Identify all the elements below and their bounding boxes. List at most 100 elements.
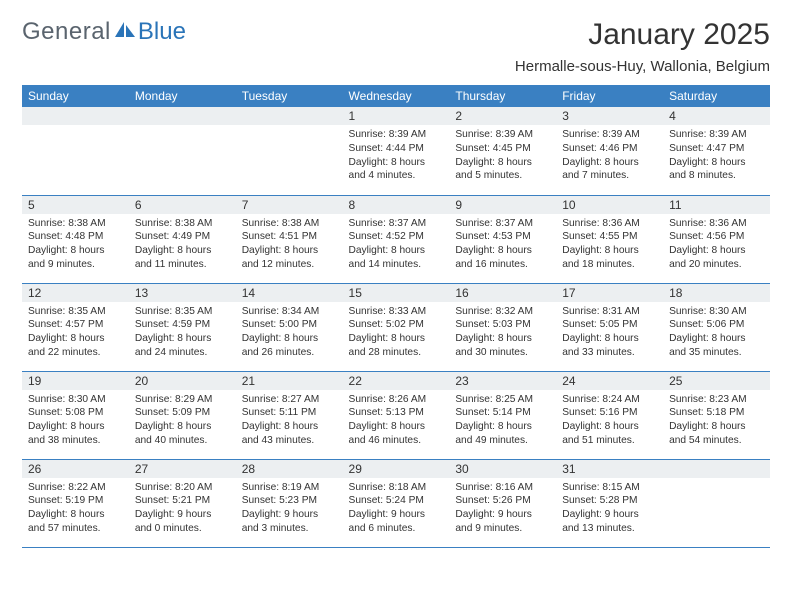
- day-number: 21: [236, 372, 343, 390]
- daylight-line: Daylight: 8 hours and 28 minutes.: [349, 332, 444, 360]
- day-details: [236, 125, 343, 195]
- sunrise-line: Sunrise: 8:26 AM: [349, 393, 444, 407]
- day-details: Sunrise: 8:32 AMSunset: 5:03 PMDaylight:…: [449, 302, 556, 371]
- sunrise-line: Sunrise: 8:25 AM: [455, 393, 550, 407]
- sunset-line: Sunset: 5:28 PM: [562, 494, 657, 508]
- daylight-line: Daylight: 8 hours and 35 minutes.: [669, 332, 764, 360]
- calendar-day-cell: 13Sunrise: 8:35 AMSunset: 4:59 PMDayligh…: [129, 283, 236, 371]
- day-details: [129, 125, 236, 195]
- day-number: 1: [343, 107, 450, 125]
- calendar-day-cell: 14Sunrise: 8:34 AMSunset: 5:00 PMDayligh…: [236, 283, 343, 371]
- calendar-day-cell: [236, 107, 343, 195]
- calendar-day-cell: 26Sunrise: 8:22 AMSunset: 5:19 PMDayligh…: [22, 459, 129, 547]
- calendar-day-cell: 12Sunrise: 8:35 AMSunset: 4:57 PMDayligh…: [22, 283, 129, 371]
- calendar-day-cell: 15Sunrise: 8:33 AMSunset: 5:02 PMDayligh…: [343, 283, 450, 371]
- calendar-day-cell: 11Sunrise: 8:36 AMSunset: 4:56 PMDayligh…: [663, 195, 770, 283]
- sunrise-line: Sunrise: 8:37 AM: [349, 217, 444, 231]
- sunrise-line: Sunrise: 8:38 AM: [28, 217, 123, 231]
- day-number: 20: [129, 372, 236, 390]
- brand-logo: General Blue: [22, 18, 186, 46]
- daylight-line: Daylight: 8 hours and 20 minutes.: [669, 244, 764, 272]
- sunrise-line: Sunrise: 8:15 AM: [562, 481, 657, 495]
- calendar-day-cell: 4Sunrise: 8:39 AMSunset: 4:47 PMDaylight…: [663, 107, 770, 195]
- day-details: Sunrise: 8:31 AMSunset: 5:05 PMDaylight:…: [556, 302, 663, 371]
- calendar-day-cell: 22Sunrise: 8:26 AMSunset: 5:13 PMDayligh…: [343, 371, 450, 459]
- sunset-line: Sunset: 5:03 PM: [455, 318, 550, 332]
- daylight-line: Daylight: 8 hours and 49 minutes.: [455, 420, 550, 448]
- day-number: 14: [236, 284, 343, 302]
- sunset-line: Sunset: 5:11 PM: [242, 406, 337, 420]
- day-details: Sunrise: 8:36 AMSunset: 4:55 PMDaylight:…: [556, 214, 663, 283]
- calendar-week-row: 19Sunrise: 8:30 AMSunset: 5:08 PMDayligh…: [22, 371, 770, 459]
- day-details: Sunrise: 8:34 AMSunset: 5:00 PMDaylight:…: [236, 302, 343, 371]
- sunset-line: Sunset: 5:09 PM: [135, 406, 230, 420]
- sunset-line: Sunset: 4:44 PM: [349, 142, 444, 156]
- day-number: 12: [22, 284, 129, 302]
- day-details: [22, 125, 129, 195]
- daylight-line: Daylight: 8 hours and 30 minutes.: [455, 332, 550, 360]
- sunrise-line: Sunrise: 8:24 AM: [562, 393, 657, 407]
- calendar-day-cell: 27Sunrise: 8:20 AMSunset: 5:21 PMDayligh…: [129, 459, 236, 547]
- daylight-line: Daylight: 8 hours and 14 minutes.: [349, 244, 444, 272]
- calendar-day-cell: 20Sunrise: 8:29 AMSunset: 5:09 PMDayligh…: [129, 371, 236, 459]
- day-details: Sunrise: 8:15 AMSunset: 5:28 PMDaylight:…: [556, 478, 663, 547]
- sunrise-line: Sunrise: 8:30 AM: [669, 305, 764, 319]
- day-number: 16: [449, 284, 556, 302]
- calendar-day-cell: 18Sunrise: 8:30 AMSunset: 5:06 PMDayligh…: [663, 283, 770, 371]
- day-number: 29: [343, 460, 450, 478]
- sunrise-line: Sunrise: 8:38 AM: [135, 217, 230, 231]
- sunrise-line: Sunrise: 8:39 AM: [562, 128, 657, 142]
- calendar-week-row: 5Sunrise: 8:38 AMSunset: 4:48 PMDaylight…: [22, 195, 770, 283]
- calendar-day-cell: 30Sunrise: 8:16 AMSunset: 5:26 PMDayligh…: [449, 459, 556, 547]
- daylight-line: Daylight: 8 hours and 51 minutes.: [562, 420, 657, 448]
- sunrise-line: Sunrise: 8:39 AM: [349, 128, 444, 142]
- calendar-day-cell: [22, 107, 129, 195]
- day-number: 22: [343, 372, 450, 390]
- day-number: 24: [556, 372, 663, 390]
- sunset-line: Sunset: 4:45 PM: [455, 142, 550, 156]
- daylight-line: Daylight: 9 hours and 13 minutes.: [562, 508, 657, 536]
- brand-part2: Blue: [138, 18, 186, 46]
- daylight-line: Daylight: 9 hours and 0 minutes.: [135, 508, 230, 536]
- day-details: Sunrise: 8:39 AMSunset: 4:47 PMDaylight:…: [663, 125, 770, 195]
- sunset-line: Sunset: 4:56 PM: [669, 230, 764, 244]
- daylight-line: Daylight: 9 hours and 3 minutes.: [242, 508, 337, 536]
- day-details: Sunrise: 8:38 AMSunset: 4:48 PMDaylight:…: [22, 214, 129, 283]
- day-number: [129, 107, 236, 125]
- header: General Blue January 2025 Hermalle-sous-…: [22, 18, 770, 75]
- sunset-line: Sunset: 5:24 PM: [349, 494, 444, 508]
- calendar-day-cell: 25Sunrise: 8:23 AMSunset: 5:18 PMDayligh…: [663, 371, 770, 459]
- weekday-header: Monday: [129, 85, 236, 107]
- daylight-line: Daylight: 8 hours and 5 minutes.: [455, 156, 550, 184]
- calendar-day-cell: 19Sunrise: 8:30 AMSunset: 5:08 PMDayligh…: [22, 371, 129, 459]
- day-number: 4: [663, 107, 770, 125]
- day-details: Sunrise: 8:39 AMSunset: 4:44 PMDaylight:…: [343, 125, 450, 195]
- daylight-line: Daylight: 8 hours and 43 minutes.: [242, 420, 337, 448]
- calendar-week-row: 12Sunrise: 8:35 AMSunset: 4:57 PMDayligh…: [22, 283, 770, 371]
- calendar-day-cell: 2Sunrise: 8:39 AMSunset: 4:45 PMDaylight…: [449, 107, 556, 195]
- daylight-line: Daylight: 9 hours and 9 minutes.: [455, 508, 550, 536]
- calendar-day-cell: 7Sunrise: 8:38 AMSunset: 4:51 PMDaylight…: [236, 195, 343, 283]
- calendar-table: Sunday Monday Tuesday Wednesday Thursday…: [22, 85, 770, 548]
- sunset-line: Sunset: 4:47 PM: [669, 142, 764, 156]
- day-details: Sunrise: 8:38 AMSunset: 4:49 PMDaylight:…: [129, 214, 236, 283]
- day-details: Sunrise: 8:37 AMSunset: 4:52 PMDaylight:…: [343, 214, 450, 283]
- daylight-line: Daylight: 8 hours and 57 minutes.: [28, 508, 123, 536]
- calendar-day-cell: 9Sunrise: 8:37 AMSunset: 4:53 PMDaylight…: [449, 195, 556, 283]
- day-number: 7: [236, 196, 343, 214]
- daylight-line: Daylight: 8 hours and 12 minutes.: [242, 244, 337, 272]
- weekday-header: Saturday: [663, 85, 770, 107]
- calendar-day-cell: 3Sunrise: 8:39 AMSunset: 4:46 PMDaylight…: [556, 107, 663, 195]
- day-number: 30: [449, 460, 556, 478]
- sunset-line: Sunset: 4:55 PM: [562, 230, 657, 244]
- daylight-line: Daylight: 9 hours and 6 minutes.: [349, 508, 444, 536]
- day-number: 5: [22, 196, 129, 214]
- sunrise-line: Sunrise: 8:29 AM: [135, 393, 230, 407]
- sunset-line: Sunset: 5:16 PM: [562, 406, 657, 420]
- day-details: Sunrise: 8:39 AMSunset: 4:46 PMDaylight:…: [556, 125, 663, 195]
- day-number: 27: [129, 460, 236, 478]
- day-details: Sunrise: 8:30 AMSunset: 5:08 PMDaylight:…: [22, 390, 129, 459]
- day-details: Sunrise: 8:19 AMSunset: 5:23 PMDaylight:…: [236, 478, 343, 547]
- calendar-week-row: 1Sunrise: 8:39 AMSunset: 4:44 PMDaylight…: [22, 107, 770, 195]
- sunset-line: Sunset: 4:57 PM: [28, 318, 123, 332]
